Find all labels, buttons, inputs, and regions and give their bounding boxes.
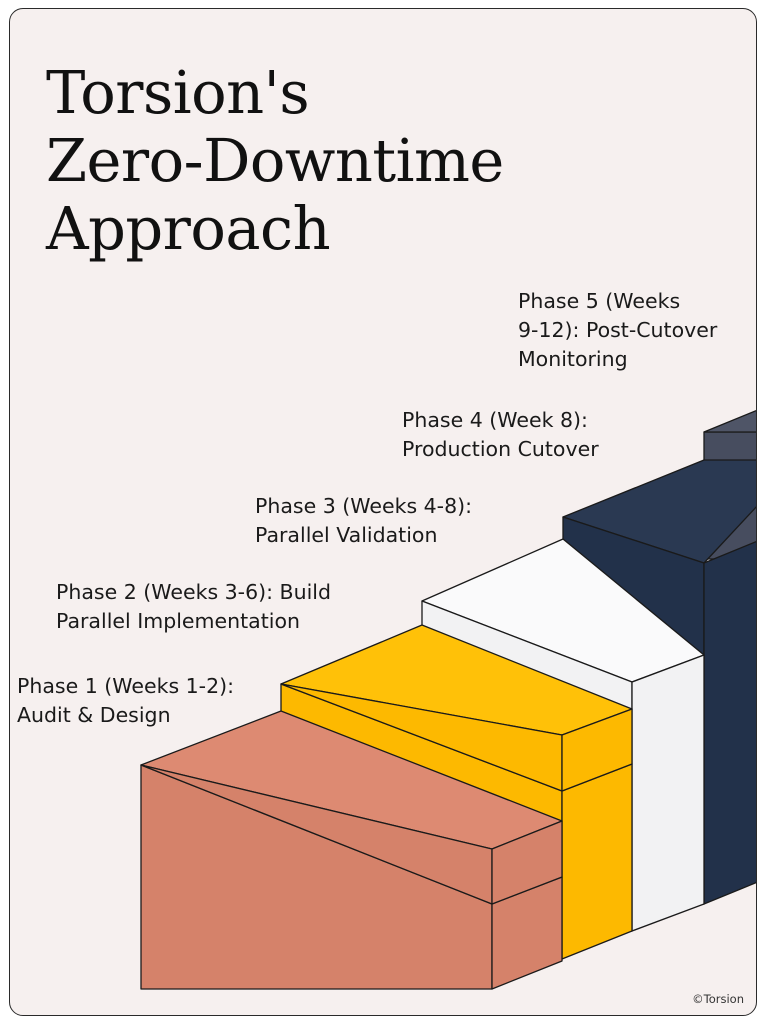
phase-4-line-2: Production Cutover xyxy=(402,437,599,461)
phase-1-line-2: Audit & Design xyxy=(17,703,171,727)
phase-3-line-1: Phase 3 (Weeks 4-8): xyxy=(255,494,473,518)
phase-5-line-2: 9-12): Post-Cutover xyxy=(518,318,718,342)
phase-3-line-2: Parallel Validation xyxy=(255,523,438,547)
phase-5-line-3: Monitoring xyxy=(518,347,628,371)
title-line-1: Torsion's xyxy=(46,58,310,127)
staircase-diagram xyxy=(140,410,756,990)
phase-1-label: Phase 1 (Weeks 1-2): Audit & Design xyxy=(17,672,234,730)
step-1-block xyxy=(140,710,563,990)
phase-2-line-2: Parallel Implementation xyxy=(56,609,300,633)
phase-4-label: Phase 4 (Week 8): Production Cutover xyxy=(402,406,599,464)
phase-2-label: Phase 2 (Weeks 3-6): Build Parallel Impl… xyxy=(56,578,331,636)
phase-1-line-1: Phase 1 (Weeks 1-2): xyxy=(17,674,235,698)
step-5-top xyxy=(703,410,756,433)
phase-3-label: Phase 3 (Weeks 4-8): Parallel Validation xyxy=(255,492,472,550)
page-title: Torsion's Zero-Downtime Approach xyxy=(46,59,504,263)
title-line-3: Approach xyxy=(46,194,331,263)
step-3-side xyxy=(631,654,705,932)
title-line-2: Zero-Downtime xyxy=(46,126,504,195)
step-2-side xyxy=(561,763,633,960)
phase-5-line-1: Phase 5 (Weeks xyxy=(518,289,681,313)
step-1-side-top xyxy=(491,820,563,905)
step-2-side-top xyxy=(561,708,633,792)
infographic-card: Torsion's Zero-Downtime Approach xyxy=(9,8,757,1016)
copyright-footer: ©Torsion xyxy=(692,992,744,1006)
phase-2-line-1: Phase 2 (Weeks 3-6): Build xyxy=(56,580,332,604)
phase-4-line-1: Phase 4 (Week 8): xyxy=(402,408,588,432)
phase-5-label: Phase 5 (Weeks 9-12): Post-Cutover Monit… xyxy=(518,287,717,374)
step-4-side xyxy=(703,541,756,905)
